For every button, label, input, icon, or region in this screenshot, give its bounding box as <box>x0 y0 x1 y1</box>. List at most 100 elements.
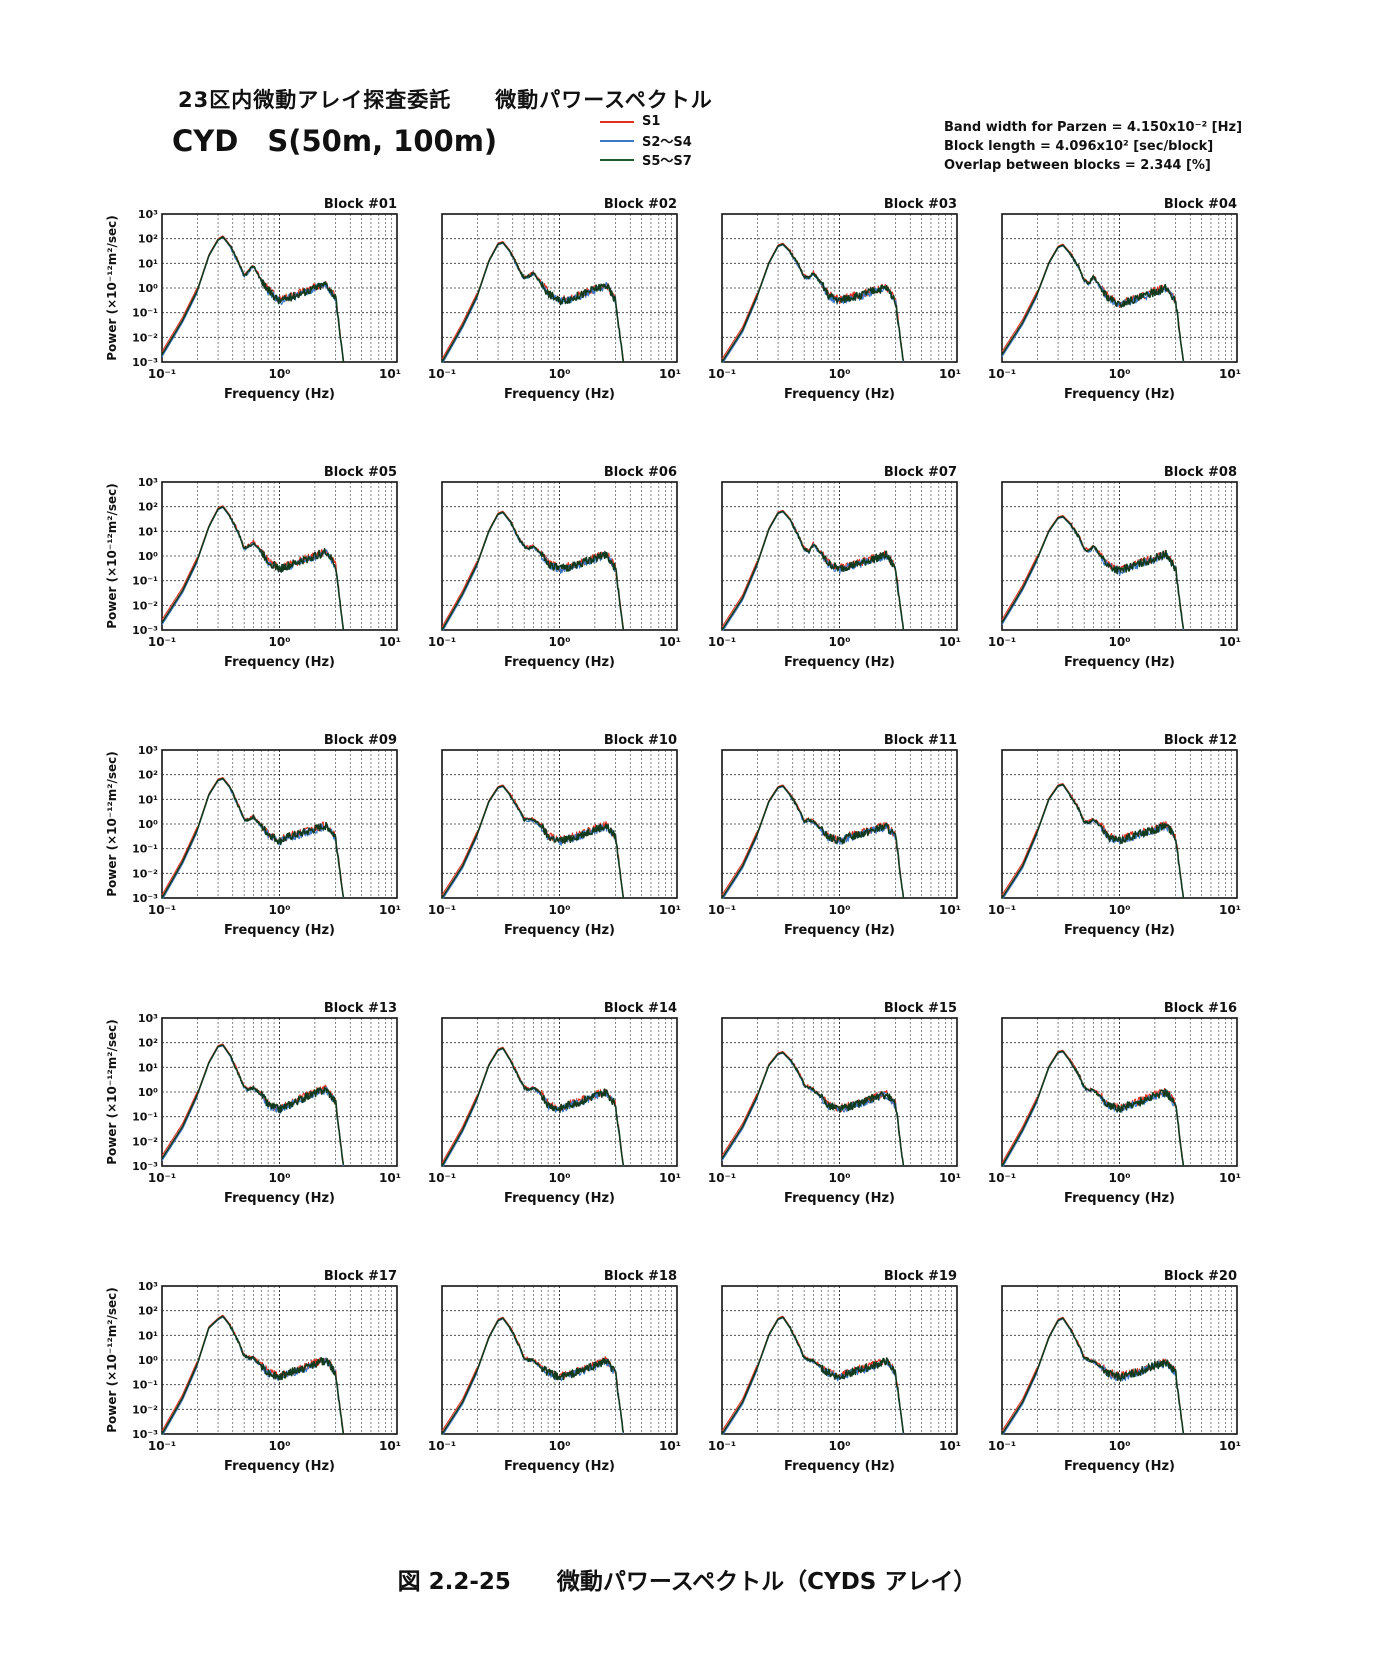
spectrum-line-s5-s7 <box>1001 515 1185 629</box>
block-label: Block #10 <box>604 733 677 748</box>
x-axis-label: Frequency (Hz) <box>224 387 335 402</box>
block-label: Block #04 <box>1164 197 1237 212</box>
spectrum-line-s5-s7 <box>721 510 905 631</box>
x-tick-label: 10⁰ <box>549 903 571 917</box>
x-tick-label: 10⁻¹ <box>708 367 736 381</box>
spectrum-line-s1 <box>1001 1316 1184 1435</box>
legend-entry-s1: S1 <box>600 112 692 131</box>
block-label: Block #11 <box>884 733 957 748</box>
legend-entry-s2-s4: S2～S4 <box>600 131 692 150</box>
y-axis-label: Power (×10⁻¹²m²/sec) <box>105 483 119 628</box>
x-tick-label: 10⁻¹ <box>708 903 736 917</box>
spectrum-line-s2-s4 <box>442 786 624 899</box>
spectrum-line-s2-s4 <box>442 1048 624 1167</box>
spectrum-line-s5-s7 <box>161 1044 345 1165</box>
x-tick-label: 10¹ <box>379 635 401 649</box>
y-tick-label: 10⁻¹ <box>132 843 158 856</box>
x-tick-label: 10⁰ <box>829 635 851 649</box>
spectrum-line-s5-s7 <box>161 1315 345 1435</box>
spectrum-line-s1 <box>441 1316 624 1434</box>
spectrum-line-s5-s7 <box>1001 1050 1185 1167</box>
band-width-text: Band width for Parzen = 4.150x10⁻² [Hz] <box>944 120 1243 135</box>
spectrum-line-s2-s4 <box>161 237 344 361</box>
y-tick-label: 10³ <box>138 1012 158 1025</box>
spectrum-line-s1 <box>721 784 904 897</box>
x-tick-label: 10¹ <box>939 1171 961 1185</box>
spectrum-line-s1 <box>1001 1049 1184 1165</box>
plot-frame <box>721 213 958 363</box>
spectrum-line-s5-s7 <box>721 1316 905 1435</box>
x-axis-label: Frequency (Hz) <box>504 923 615 938</box>
plot-frame <box>721 1017 958 1167</box>
block-label: Block #02 <box>604 197 677 212</box>
array-subtitle: CYD S(50m, 100m) <box>172 124 498 158</box>
spectrum-line-s5-s7 <box>1001 783 1185 899</box>
spectrum-panel-block-07: Block #07 10⁻¹ 10⁰ 10¹ Frequency (Hz) <box>708 465 961 670</box>
y-tick-label: 10⁰ <box>138 1086 158 1099</box>
figure-caption: 図 2.2-25 微動パワースペクトル（CYDS アレイ） <box>397 1569 977 1595</box>
spectrum-line-s1 <box>161 1314 344 1433</box>
x-axis-label: Frequency (Hz) <box>1064 655 1175 670</box>
x-tick-label: 10⁰ <box>1109 903 1131 917</box>
spectrum-line-s2-s4 <box>1002 1051 1184 1167</box>
x-axis-label: Frequency (Hz) <box>504 1191 615 1206</box>
y-tick-label: 10³ <box>138 1280 158 1293</box>
block-length-text: Block length = 4.096x10² [sec/block] <box>944 139 1214 154</box>
plot-frame <box>161 749 398 899</box>
page-title: 23区内微動アレイ探査委託 微動パワースペクトル <box>178 88 713 112</box>
plot-frame <box>161 213 398 363</box>
x-tick-label: 10¹ <box>379 903 401 917</box>
spectrum-line-s2-s4 <box>162 778 344 899</box>
block-label: Block #19 <box>884 1269 957 1284</box>
plot-frame <box>441 481 678 631</box>
plot-frame <box>1001 213 1238 363</box>
x-axis-label: Frequency (Hz) <box>504 655 615 670</box>
x-tick-label: 10¹ <box>939 1439 961 1453</box>
block-label: Block #12 <box>1164 733 1237 748</box>
spectrum-line-s2-s4 <box>1002 784 1184 899</box>
x-tick-label: 10⁰ <box>549 367 571 381</box>
spectrum-panel-block-15: Block #15 10⁻¹ 10⁰ 10¹ Frequency (Hz) <box>708 1001 961 1206</box>
x-tick-label: 10⁰ <box>829 367 851 381</box>
plot-frame <box>1001 749 1238 899</box>
block-label: Block #14 <box>604 1001 677 1016</box>
y-tick-label: 10⁻² <box>132 599 158 612</box>
x-tick-label: 10⁰ <box>1109 1171 1131 1185</box>
x-axis-label: Frequency (Hz) <box>1064 923 1175 938</box>
legend-swatch-s5-s7 <box>600 158 634 161</box>
legend-swatch-s2-s4 <box>600 139 634 142</box>
spectrum-line-s5-s7 <box>721 243 905 363</box>
y-tick-label: 10⁻¹ <box>132 575 158 588</box>
x-tick-label: 10⁻¹ <box>428 903 456 917</box>
spectrum-line-s5-s7 <box>441 511 625 631</box>
spectrum-line-s1 <box>441 1046 624 1166</box>
spectrum-panel-block-02: Block #02 10⁻¹ 10⁰ 10¹ Frequency (Hz) <box>428 197 681 402</box>
spectrum-line-s5-s7 <box>441 1317 625 1435</box>
x-tick-label: 10⁰ <box>549 1171 571 1185</box>
spectrum-panel-block-12: Block #12 10⁻¹ 10⁰ 10¹ Frequency (Hz) <box>988 733 1241 938</box>
x-axis-label: Frequency (Hz) <box>224 1459 335 1474</box>
spectrum-line-s1 <box>721 1315 904 1434</box>
spectrum-line-s5-s7 <box>161 777 345 899</box>
plot-frame <box>1001 1285 1238 1435</box>
x-axis-label: Frequency (Hz) <box>504 1459 615 1474</box>
x-tick-label: 10¹ <box>939 903 961 917</box>
y-tick-label: 10⁻¹ <box>132 307 158 320</box>
y-tick-label: 10² <box>138 769 158 782</box>
legend-label-s1: S1 <box>642 114 661 129</box>
plot-frame <box>1001 1017 1238 1167</box>
spectrum-line-s1 <box>441 784 624 899</box>
x-axis-label: Frequency (Hz) <box>784 387 895 402</box>
spectrum-line-s2-s4 <box>1001 245 1184 363</box>
x-tick-label: 10⁻¹ <box>988 1171 1016 1185</box>
spectrum-line-s2-s4 <box>722 1317 904 1435</box>
x-tick-label: 10⁰ <box>269 1171 291 1185</box>
plot-frame <box>721 1285 958 1435</box>
spectrum-line-s5-s7 <box>721 785 905 899</box>
plot-frame <box>1001 481 1238 631</box>
spectrum-panel-block-09: Block #09 10⁻¹ 10⁰ 10¹ Frequency (Hz) 10³ 10² 1… <box>105 733 401 938</box>
legend-label-s2-s4: S2～S4 <box>642 135 692 150</box>
spectrum-panel-block-18: Block #18 10⁻¹ 10⁰ 10¹ Frequency (Hz) <box>428 1269 681 1474</box>
spectrum-panel-block-19: Block #19 10⁻¹ 10⁰ 10¹ Frequency (Hz) <box>708 1269 961 1474</box>
y-tick-label: 10⁻² <box>132 1135 158 1148</box>
